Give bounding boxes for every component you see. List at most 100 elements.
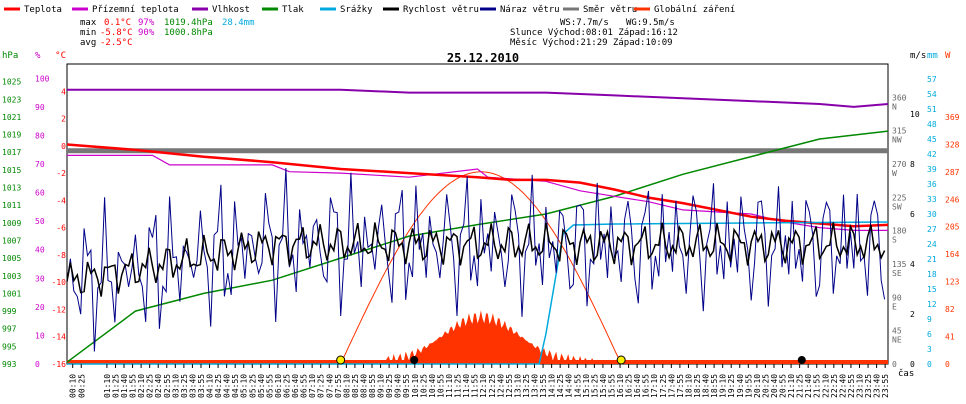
x-tick-label: 13:10 bbox=[513, 374, 522, 398]
x-tick-label: 22:25 bbox=[830, 374, 839, 398]
mm-tick-label: 3 bbox=[927, 345, 932, 354]
pct-tick-label: 0 bbox=[35, 360, 40, 369]
x-tick-label: 14:40 bbox=[565, 374, 574, 398]
x-tick-label: 13:25 bbox=[522, 374, 531, 398]
x-tick-label: 03:40 bbox=[188, 374, 197, 398]
w-tick-label: 246 bbox=[945, 195, 960, 204]
temp-tick-label: -12 bbox=[52, 305, 67, 314]
hpa-tick-label: 1011 bbox=[2, 201, 21, 210]
temp-tick-label: -2 bbox=[56, 169, 66, 178]
pct-tick-label: 80 bbox=[35, 131, 45, 140]
mm-tick-label: 42 bbox=[927, 150, 937, 159]
hpa-tick-label: 1007 bbox=[2, 236, 21, 245]
mm-tick-label: 30 bbox=[927, 210, 937, 219]
hpa-tick-label: 1025 bbox=[2, 78, 21, 87]
x-tick-label: 17:10 bbox=[650, 374, 659, 398]
temp-axis-unit: °C bbox=[55, 51, 66, 61]
x-tick-label: 23:55 bbox=[881, 374, 890, 398]
pct-tick-label: 10 bbox=[35, 331, 45, 340]
x-tick-label: 18:40 bbox=[702, 374, 711, 398]
dir-tick-compass: SW bbox=[892, 202, 902, 211]
x-tick-label: 22:40 bbox=[838, 374, 847, 398]
pct-tick-label: 60 bbox=[35, 189, 45, 198]
stats-avg-label: avg bbox=[80, 38, 96, 48]
ms-axis-unit: m/s bbox=[910, 51, 926, 61]
mm-tick-label: 0 bbox=[927, 360, 932, 369]
x-tick-label: 22:10 bbox=[821, 374, 830, 398]
x-tick-label: 12:10 bbox=[479, 374, 488, 398]
legend-label: Teplota bbox=[24, 5, 62, 15]
hpa-tick-label: 1021 bbox=[2, 113, 21, 122]
mm-tick-label: 33 bbox=[927, 195, 937, 204]
stats-avg-temp: -2.5°C bbox=[100, 38, 133, 48]
stats-sun: Slunce Východ:08:01 Západ:16:12 bbox=[510, 28, 678, 38]
chart-title: 25.12.2010 bbox=[447, 51, 519, 65]
x-tick-label: 03:25 bbox=[180, 374, 189, 398]
w-tick-label: 369 bbox=[945, 113, 960, 122]
temp-tick-label: -14 bbox=[52, 333, 67, 342]
dir-tick-compass: W bbox=[892, 169, 897, 178]
x-tick-label: 17:25 bbox=[659, 374, 668, 398]
stats-ws: WS:7.7m/s bbox=[560, 18, 609, 28]
hpa-tick-label: 995 bbox=[2, 342, 17, 351]
x-tick-label: 05:10 bbox=[240, 374, 249, 398]
x-tick-label: 03:55 bbox=[197, 374, 206, 398]
ms-tick-label: 4 bbox=[910, 260, 915, 269]
x-tick-label: 09:10 bbox=[377, 374, 386, 398]
x-tick-label: 07:25 bbox=[317, 374, 326, 398]
x-tick-label: 23:25 bbox=[864, 374, 873, 398]
x-tick-label: 02:55 bbox=[163, 374, 172, 398]
x-tick-label: 06:25 bbox=[283, 374, 292, 398]
x-tick-label: 01:25 bbox=[111, 374, 120, 398]
mm-tick-label: 12 bbox=[927, 300, 937, 309]
hpa-tick-label: 1003 bbox=[2, 272, 21, 281]
dir-tick-compass: NW bbox=[892, 136, 902, 145]
temp-tick-label: 4 bbox=[61, 87, 66, 96]
x-tick-label: 07:40 bbox=[325, 374, 334, 398]
mm-tick-label: 9 bbox=[927, 315, 932, 324]
mm-tick-label: 36 bbox=[927, 180, 937, 189]
x-tick-label: 05:40 bbox=[257, 374, 266, 398]
w-tick-label: 123 bbox=[945, 278, 960, 287]
w-axis-unit: W bbox=[945, 51, 951, 61]
pct-tick-label: 70 bbox=[35, 160, 45, 169]
dir-tick-compass: SE bbox=[892, 269, 902, 278]
dir-tick-label: 45 bbox=[892, 327, 902, 336]
w-tick-label: 0 bbox=[945, 360, 950, 369]
x-tick-label: 20:55 bbox=[779, 374, 788, 398]
stats-min-hum: 90% bbox=[138, 28, 155, 38]
x-tick-label: 09:40 bbox=[394, 374, 403, 398]
dir-tick-label: 0 bbox=[892, 360, 897, 369]
hpa-tick-label: 1001 bbox=[2, 289, 21, 298]
sun-event-marker bbox=[616, 355, 626, 365]
dir-tick-label: 180 bbox=[892, 227, 907, 236]
solar-measured-area bbox=[385, 310, 615, 364]
dir-tick-label: 90 bbox=[892, 293, 902, 302]
x-tick-label: 15:40 bbox=[599, 374, 608, 398]
x-tick-label: 08:40 bbox=[359, 374, 368, 398]
stats-min-temp: -5.8°C bbox=[100, 28, 133, 38]
x-tick-label: 21:55 bbox=[813, 374, 822, 398]
x-tick-label: 20:40 bbox=[770, 374, 779, 398]
legend-label: Tlak bbox=[282, 5, 304, 15]
ms-tick-label: 2 bbox=[910, 310, 915, 319]
hpa-tick-label: 1023 bbox=[2, 95, 21, 104]
solar-baseline bbox=[67, 360, 888, 364]
x-tick-label: 14:55 bbox=[573, 374, 582, 398]
x-tick-label: 12:25 bbox=[488, 374, 497, 398]
x-tick-label: 11:40 bbox=[462, 374, 471, 398]
w-tick-label: 205 bbox=[945, 223, 960, 232]
stats-wg: WG:9.5m/s bbox=[626, 18, 675, 28]
x-tick-label: 08:25 bbox=[351, 374, 360, 398]
w-tick-label: 164 bbox=[945, 250, 960, 259]
hpa-tick-label: 1013 bbox=[2, 184, 21, 193]
mm-tick-label: 54 bbox=[927, 90, 937, 99]
solar-theoretical-curve bbox=[340, 171, 620, 365]
mm-tick-label: 18 bbox=[927, 270, 937, 279]
x-tick-label: 04:10 bbox=[206, 374, 215, 398]
x-tick-label: 21:40 bbox=[804, 374, 813, 398]
x-tick-label: 21:10 bbox=[787, 374, 796, 398]
dir-tick-label: 225 bbox=[892, 193, 907, 202]
dir-tick-label: 135 bbox=[892, 260, 907, 269]
